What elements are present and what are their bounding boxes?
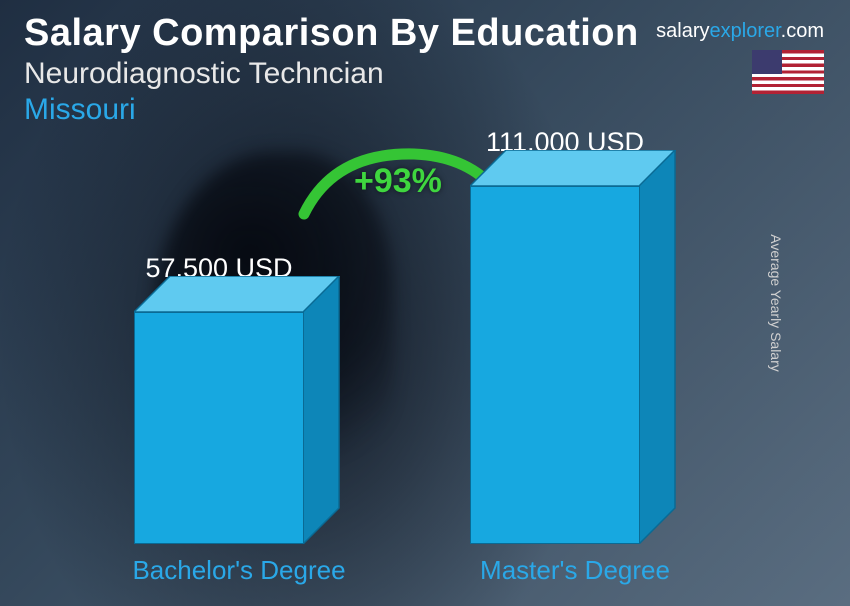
brand-part2: explorer [710, 20, 781, 42]
us-flag-icon [752, 50, 824, 94]
brand-part1: salary [656, 20, 709, 42]
brand-logo: salaryexplorer.com [656, 20, 824, 43]
bar-label: Bachelor's Degree [104, 555, 374, 586]
increase-percentage: +93% [354, 162, 442, 201]
bar-label: Master's Degree [450, 555, 700, 586]
brand-part3: .com [781, 20, 824, 42]
page-subtitle: Neurodiagnostic Techncian [24, 57, 826, 91]
salary-chart: +93% 57,500 USD Bachelor's Degree 111,00… [50, 160, 780, 586]
page-location: Missouri [24, 93, 826, 127]
